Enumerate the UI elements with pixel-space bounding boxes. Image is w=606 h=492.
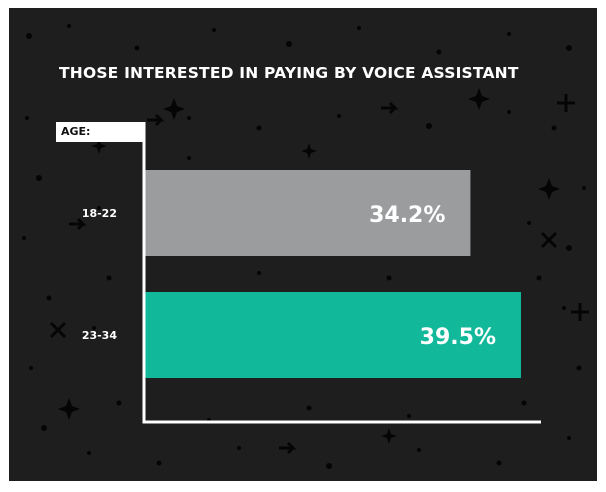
bar-23-34 — [144, 292, 521, 378]
bars-layer — [144, 170, 521, 378]
age-axis-title: AGE: — [61, 125, 91, 138]
chart-panel: THOSE INTERESTED IN PAYING BY VOICE ASSI… — [9, 8, 597, 481]
bar-18-22 — [144, 170, 471, 256]
labels-layer: 18-22 34.2% 23-34 39.5% — [82, 203, 496, 350]
age-axis-title-box: AGE: — [56, 122, 144, 142]
chart-title: THOSE INTERESTED IN PAYING BY VOICE ASSI… — [59, 64, 519, 82]
value-label-18-22: 34.2% — [369, 203, 445, 228]
star-pattern-background — [22, 24, 589, 469]
bar-chart: 18-22 34.2% 23-34 39.5% — [82, 122, 541, 424]
category-label-18-22: 18-22 — [82, 207, 117, 220]
category-label-23-34: 23-34 — [82, 329, 118, 342]
value-label-23-34: 39.5% — [420, 325, 496, 350]
